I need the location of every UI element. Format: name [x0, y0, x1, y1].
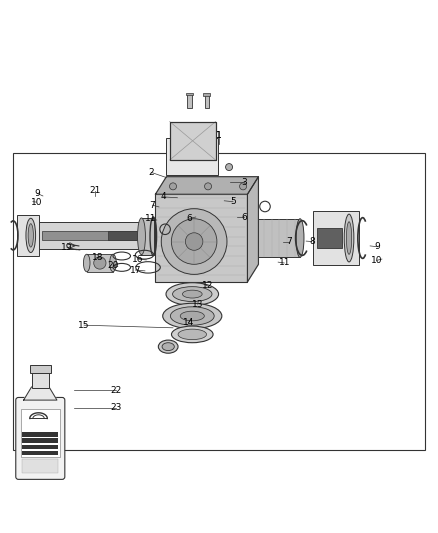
Ellipse shape [296, 219, 304, 257]
Bar [170, 122, 215, 160]
Text: 6: 6 [187, 214, 193, 223]
Bar [21, 409, 60, 457]
Circle shape [240, 183, 247, 190]
Bar [166, 138, 218, 175]
Ellipse shape [178, 329, 207, 340]
Circle shape [226, 164, 233, 171]
Bar [108, 231, 143, 240]
Bar [258, 219, 300, 257]
Text: 17: 17 [130, 265, 141, 274]
Text: 16: 16 [132, 255, 144, 263]
Ellipse shape [162, 303, 222, 329]
Text: 4: 4 [160, 192, 166, 201]
Bar [155, 194, 247, 282]
Text: 3: 3 [241, 178, 247, 187]
Text: 19: 19 [61, 243, 73, 252]
Text: 7: 7 [149, 201, 155, 209]
Bar [313, 211, 359, 265]
Polygon shape [247, 177, 258, 282]
Ellipse shape [83, 254, 90, 272]
Bar [317, 228, 342, 248]
Ellipse shape [183, 290, 202, 298]
Ellipse shape [110, 254, 117, 272]
Bar [87, 254, 113, 272]
Text: 2: 2 [148, 168, 154, 177]
Polygon shape [155, 177, 258, 194]
Text: 6: 6 [241, 213, 247, 222]
Ellipse shape [170, 307, 214, 325]
Ellipse shape [346, 222, 352, 254]
Text: 12: 12 [201, 281, 213, 290]
Text: 22: 22 [110, 385, 122, 394]
Bar [205, 95, 209, 108]
Circle shape [185, 233, 203, 251]
Bar [42, 231, 150, 240]
Text: 5: 5 [230, 197, 236, 206]
Ellipse shape [344, 214, 354, 262]
Bar [30, 365, 51, 373]
Text: 18: 18 [92, 253, 103, 262]
Text: 20: 20 [107, 261, 119, 270]
FancyBboxPatch shape [16, 398, 65, 479]
Circle shape [171, 219, 217, 264]
Bar [13, 152, 425, 450]
Text: 11: 11 [279, 259, 290, 268]
Ellipse shape [180, 311, 204, 321]
Bar [141, 218, 154, 255]
Bar [187, 94, 191, 108]
Bar [17, 215, 39, 255]
Bar [170, 122, 215, 160]
Ellipse shape [138, 218, 145, 255]
Text: 10: 10 [371, 256, 382, 265]
Bar [32, 373, 49, 388]
Text: 7: 7 [286, 237, 292, 246]
Ellipse shape [26, 219, 35, 253]
Bar [22, 432, 58, 437]
Polygon shape [24, 387, 57, 400]
Text: 23: 23 [110, 403, 122, 412]
Text: 9: 9 [374, 243, 381, 251]
Text: 1: 1 [216, 131, 222, 140]
Ellipse shape [159, 340, 178, 353]
Text: 13: 13 [192, 300, 203, 309]
Ellipse shape [162, 343, 174, 351]
Text: 14: 14 [183, 318, 194, 327]
Circle shape [170, 183, 177, 190]
Bar [22, 451, 58, 455]
Ellipse shape [173, 287, 212, 302]
Ellipse shape [172, 326, 213, 343]
Text: 11: 11 [145, 214, 156, 223]
Text: 15: 15 [78, 321, 90, 330]
Text: 10: 10 [31, 198, 42, 207]
Text: 9: 9 [34, 189, 40, 198]
Bar [22, 439, 58, 443]
Bar [186, 93, 193, 95]
Circle shape [94, 257, 106, 269]
Bar [22, 459, 58, 473]
Bar [203, 93, 210, 96]
Text: 8: 8 [309, 237, 315, 246]
Text: 1: 1 [216, 131, 222, 140]
Circle shape [161, 209, 227, 274]
Ellipse shape [166, 282, 219, 305]
Bar [37, 222, 152, 248]
Bar [22, 445, 58, 449]
Text: 21: 21 [90, 186, 101, 195]
Circle shape [205, 183, 212, 190]
Ellipse shape [28, 224, 33, 247]
